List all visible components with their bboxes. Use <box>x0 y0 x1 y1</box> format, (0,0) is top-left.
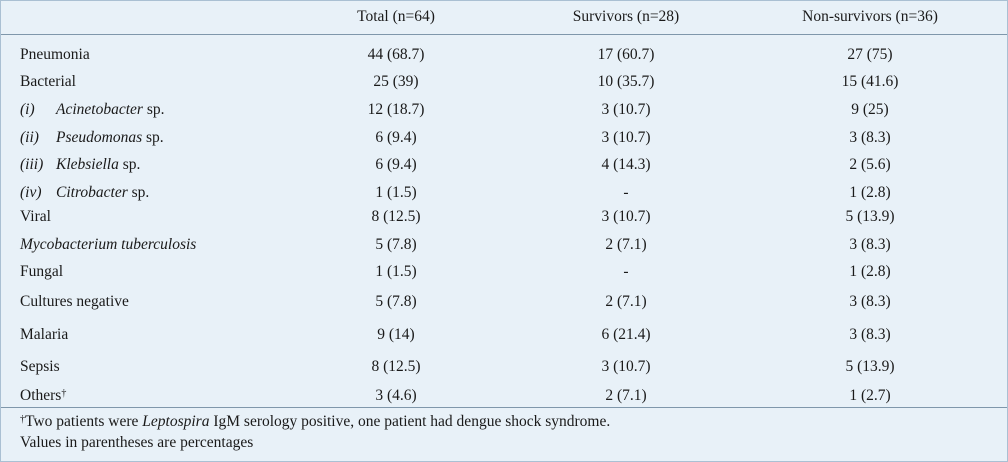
cell-total: 6 (9.4) <box>375 156 417 173</box>
table-row: Fungal 1 (1.5) - 1 (2.8) <box>1 260 1007 284</box>
cell-total: 8 (12.5) <box>371 358 421 375</box>
cell-total: 6 (9.4) <box>375 129 417 146</box>
cell-total: 1 (1.5) <box>375 263 417 280</box>
cell-survivors: - <box>623 263 629 280</box>
table-row: Bacterial 25 (39) 10 (35.7) 15 (41.6) <box>1 70 1007 94</box>
cell-total: 25 (39) <box>373 73 419 90</box>
row-index: (iii) <box>20 156 44 173</box>
row-label-text: Others <box>20 387 62 404</box>
row-label-suffix: sp. <box>142 129 164 146</box>
cell-survivors: 6 (21.4) <box>601 326 651 343</box>
footnote-dagger: † <box>20 414 25 425</box>
cell-total: 8 (12.5) <box>371 208 421 225</box>
table-row: Others† 3 (4.6) 2 (7.1) 1 (2.7) <box>1 384 1007 408</box>
footnote-note: Values in parentheses are percentages <box>20 434 254 451</box>
cell-total: 12 (18.7) <box>367 101 425 118</box>
row-label-text: Pseudomonas <box>56 129 143 146</box>
cell-non-survivors: 5 (13.9) <box>845 358 895 375</box>
row-label-text: Pneumonia <box>20 46 90 63</box>
table-row: Viral 8 (12.5) 3 (10.7) 5 (13.9) <box>1 205 1007 229</box>
row-dagger: † <box>61 388 67 399</box>
cell-survivors: 4 (14.3) <box>601 156 651 173</box>
cell-non-survivors: 1 (2.8) <box>849 184 891 201</box>
cell-non-survivors: 27 (75) <box>847 46 893 63</box>
row-label-text: Klebsiella <box>56 156 119 173</box>
cell-survivors: 3 (10.7) <box>601 129 651 146</box>
cell-total: 1 (1.5) <box>375 184 417 201</box>
table-row: Sepsis 8 (12.5) 3 (10.7) 5 (13.9) <box>1 355 1007 379</box>
row-label-suffix: sp. <box>142 101 165 118</box>
table-row: Cultures negative 5 (7.8) 2 (7.1) 3 (8.3) <box>1 290 1007 314</box>
cell-non-survivors: 9 (25) <box>851 101 889 118</box>
cell-survivors: 3 (10.7) <box>601 101 651 118</box>
footnote-text-after: IgM serology positive, one patient had d… <box>209 413 611 430</box>
row-index: (ii) <box>20 129 39 146</box>
table-row: (i) Acinetobacter sp. 12 (18.7) 3 (10.7) 9 (… <box>1 98 1007 122</box>
row-label: Pneumonia <box>20 46 330 64</box>
row-label: Mycobacterium tuberculosis <box>20 236 330 254</box>
row-label-text: Mycobacterium tuberculosis <box>20 236 197 253</box>
table-row: Mycobacterium tuberculosis 5 (7.8) 2 (7.1)… <box>1 233 1007 257</box>
row-label: Bacterial <box>20 73 330 91</box>
cell-non-survivors: 3 (8.3) <box>849 129 891 146</box>
table-row: Pneumonia 44 (68.7) 17 (60.7) 27 (75) <box>1 43 1007 67</box>
row-label-suffix: sp. <box>118 156 141 173</box>
cell-survivors: - <box>623 184 629 201</box>
row-label-text: Citrobacter <box>56 184 128 201</box>
cell-total: 9 (14) <box>377 326 415 343</box>
table-row: Malaria 9 (14) 6 (21.4) 3 (8.3) <box>1 323 1007 347</box>
footnote-text-before: Two patients were <box>25 413 143 430</box>
row-label: (ii) Pseudomonas sp. <box>20 129 330 147</box>
cell-non-survivors: 5 (13.9) <box>845 208 895 225</box>
row-label-text: Fungal <box>20 263 64 280</box>
table-row: (iv) Citrobacter sp. 1 (1.5) - 1 (2.8) <box>1 181 1007 205</box>
cell-survivors: 3 (10.7) <box>601 358 651 375</box>
cell-non-survivors: 3 (8.3) <box>849 293 891 310</box>
row-label: Cultures negative <box>20 293 330 311</box>
footnote-italic-word: Leptospira <box>142 413 210 430</box>
cell-non-survivors: 1 (2.8) <box>849 263 891 280</box>
cell-non-survivors: 3 (8.3) <box>849 326 891 343</box>
table-row: (ii) Pseudomonas sp. 6 (9.4) 3 (10.7) 3 (8.3… <box>1 126 1007 150</box>
row-label: Sepsis <box>20 358 330 376</box>
table-row: (iii) Klebsiella sp. 6 (9.4) 4 (14.3) 2 (5.6… <box>1 153 1007 177</box>
cell-total: 5 (7.8) <box>375 236 417 253</box>
cell-survivors: 17 (60.7) <box>597 46 655 63</box>
cell-non-survivors: 15 (41.6) <box>841 73 899 90</box>
row-label-text: Sepsis <box>20 358 60 375</box>
footnote-line: †Two patients were Leptospira IgM serolo… <box>20 413 610 431</box>
row-label-text: Acinetobacter <box>56 101 143 118</box>
row-label-text: Bacterial <box>20 73 76 90</box>
row-label: Fungal <box>20 263 330 281</box>
cell-survivors: 2 (7.1) <box>605 387 647 404</box>
footer-divider <box>1 407 1007 408</box>
row-label-text: Viral <box>20 208 51 225</box>
cell-survivors: 10 (35.7) <box>597 73 655 90</box>
row-label: (iv) Citrobacter sp. <box>20 184 330 202</box>
row-label-suffix: sp. <box>127 184 150 201</box>
header-total: Total (n=64) <box>357 8 435 25</box>
cell-non-survivors: 2 (5.6) <box>849 156 891 173</box>
row-label: Others† <box>20 387 330 405</box>
cell-total: 44 (68.7) <box>367 46 425 63</box>
cell-survivors: 2 (7.1) <box>605 236 647 253</box>
row-index: (i) <box>20 101 35 118</box>
row-index: (iv) <box>20 184 42 201</box>
cell-total: 3 (4.6) <box>375 387 417 404</box>
cell-non-survivors: 3 (8.3) <box>849 236 891 253</box>
row-label-text: Malaria <box>20 326 69 343</box>
cell-total: 5 (7.8) <box>375 293 417 310</box>
table-header: Total (n=64) Survivors (n=28) Non-surviv… <box>1 1 1007 35</box>
cell-non-survivors: 1 (2.7) <box>849 387 891 404</box>
header-survivors: Survivors (n=28) <box>572 8 680 25</box>
row-label: Malaria <box>20 326 330 344</box>
cell-survivors: 3 (10.7) <box>601 208 651 225</box>
row-label: (iii) Klebsiella sp. <box>20 156 330 174</box>
row-label-text: Cultures negative <box>20 293 129 310</box>
header-non-survivors: Non-survivors (n=36) <box>802 8 938 25</box>
cell-survivors: 2 (7.1) <box>605 293 647 310</box>
row-label: Viral <box>20 208 330 226</box>
row-label: (i) Acinetobacter sp. <box>20 101 330 119</box>
